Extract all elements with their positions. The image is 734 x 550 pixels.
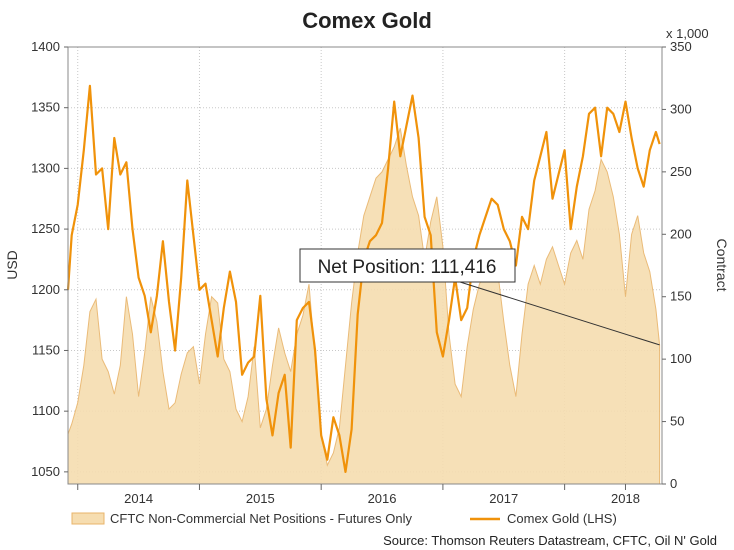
net-position-area-path [67,128,661,485]
x-tick-label: 2016 [368,491,397,506]
x-tick-label: 2017 [489,491,518,506]
x-tick-label: 2014 [124,491,153,506]
right-axis-multiplier: x 1,000 [666,26,709,41]
x-tick-label: 2018 [611,491,640,506]
left-axis-ticks: 1050 1100 1150 1200 1250 1300 1350 1400 [31,39,68,479]
legend-label-gold: Comex Gold (LHS) [507,511,617,526]
net-position-annotation: Net Position: 111,416 [299,248,660,346]
plot-frame [67,46,663,485]
annotation-label: Net Position: 111,416 [318,257,497,278]
right-axis-ticks: 0 50 100 150 200 250 300 350 [662,39,692,491]
left-tick-label: 1350 [31,100,60,115]
chart-title: Comex Gold [302,8,432,33]
net-position-area [67,128,661,485]
right-tick-label: 50 [670,414,684,429]
right-tick-label: 300 [670,101,692,116]
right-tick-label: 150 [670,289,692,304]
right-tick-label: 250 [670,164,692,179]
left-axis-title: USD [4,250,20,280]
right-tick-label: 350 [670,39,692,54]
left-tick-label: 1050 [31,464,60,479]
x-axis-ticks: 2014 2015 2016 2017 2018 [77,484,640,506]
right-tick-label: 0 [670,476,677,491]
annotation-box [299,248,516,283]
left-tick-label: 1250 [31,221,60,236]
legend-area-swatch [71,512,105,525]
left-tick-label: 1150 [32,342,60,357]
left-tick-label: 1100 [32,403,60,418]
legend-label-net-position: CFTC Non-Commercial Net Positions - Futu… [110,511,412,526]
right-tick-label: 200 [670,226,692,241]
legend: CFTC Non-Commercial Net Positions - Futu… [71,511,617,526]
left-tick-label: 1300 [31,160,60,175]
annotation-pointer-line [459,281,660,346]
right-tick-label: 100 [670,351,692,366]
right-axis-title: Contract [714,239,730,292]
x-tick-label: 2015 [246,491,275,506]
source-note: Source: Thomson Reuters Datastream, CFTC… [383,533,717,548]
left-tick-label: 1200 [31,282,60,297]
left-tick-label: 1400 [31,39,60,54]
